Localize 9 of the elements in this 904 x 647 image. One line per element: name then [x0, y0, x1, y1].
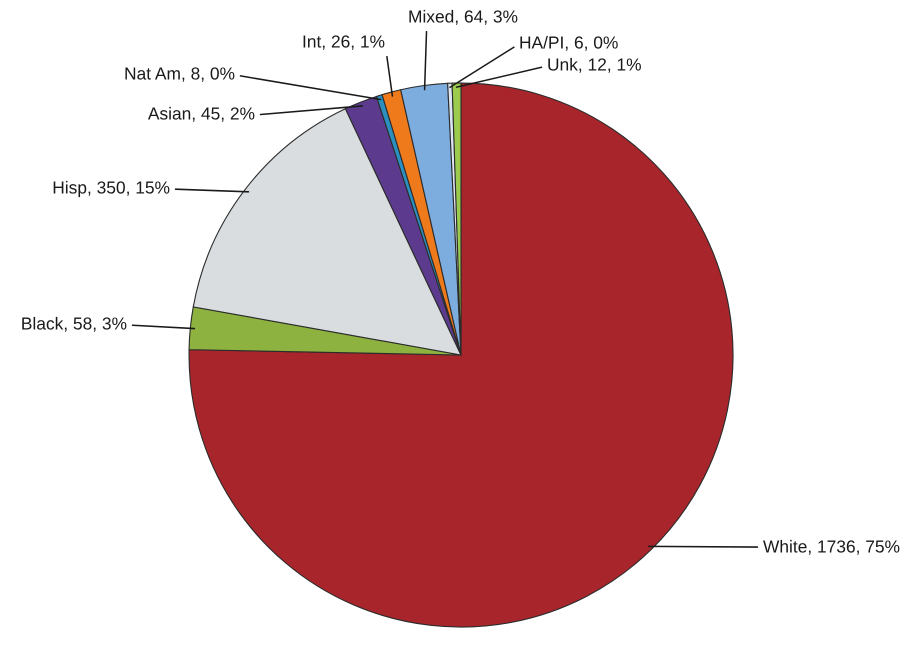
- slice-label: Int, 26, 1%: [304, 35, 384, 50]
- slice-label: Black, 58, 3%: [22, 316, 126, 332]
- slice-label: HA/PI, 6, 0%: [520, 36, 618, 51]
- slice-label: Asian, 45, 2%: [148, 106, 254, 122]
- slice-label: Mixed, 64, 3%: [409, 10, 518, 25]
- slice-label: Hisp, 350, 15%: [54, 180, 170, 198]
- slice-label: White, 1736, 75%: [763, 540, 900, 555]
- slice-label: Unk, 12, 1%: [548, 58, 641, 73]
- slice-label: Nat Am, 8, 0%: [125, 67, 234, 82]
